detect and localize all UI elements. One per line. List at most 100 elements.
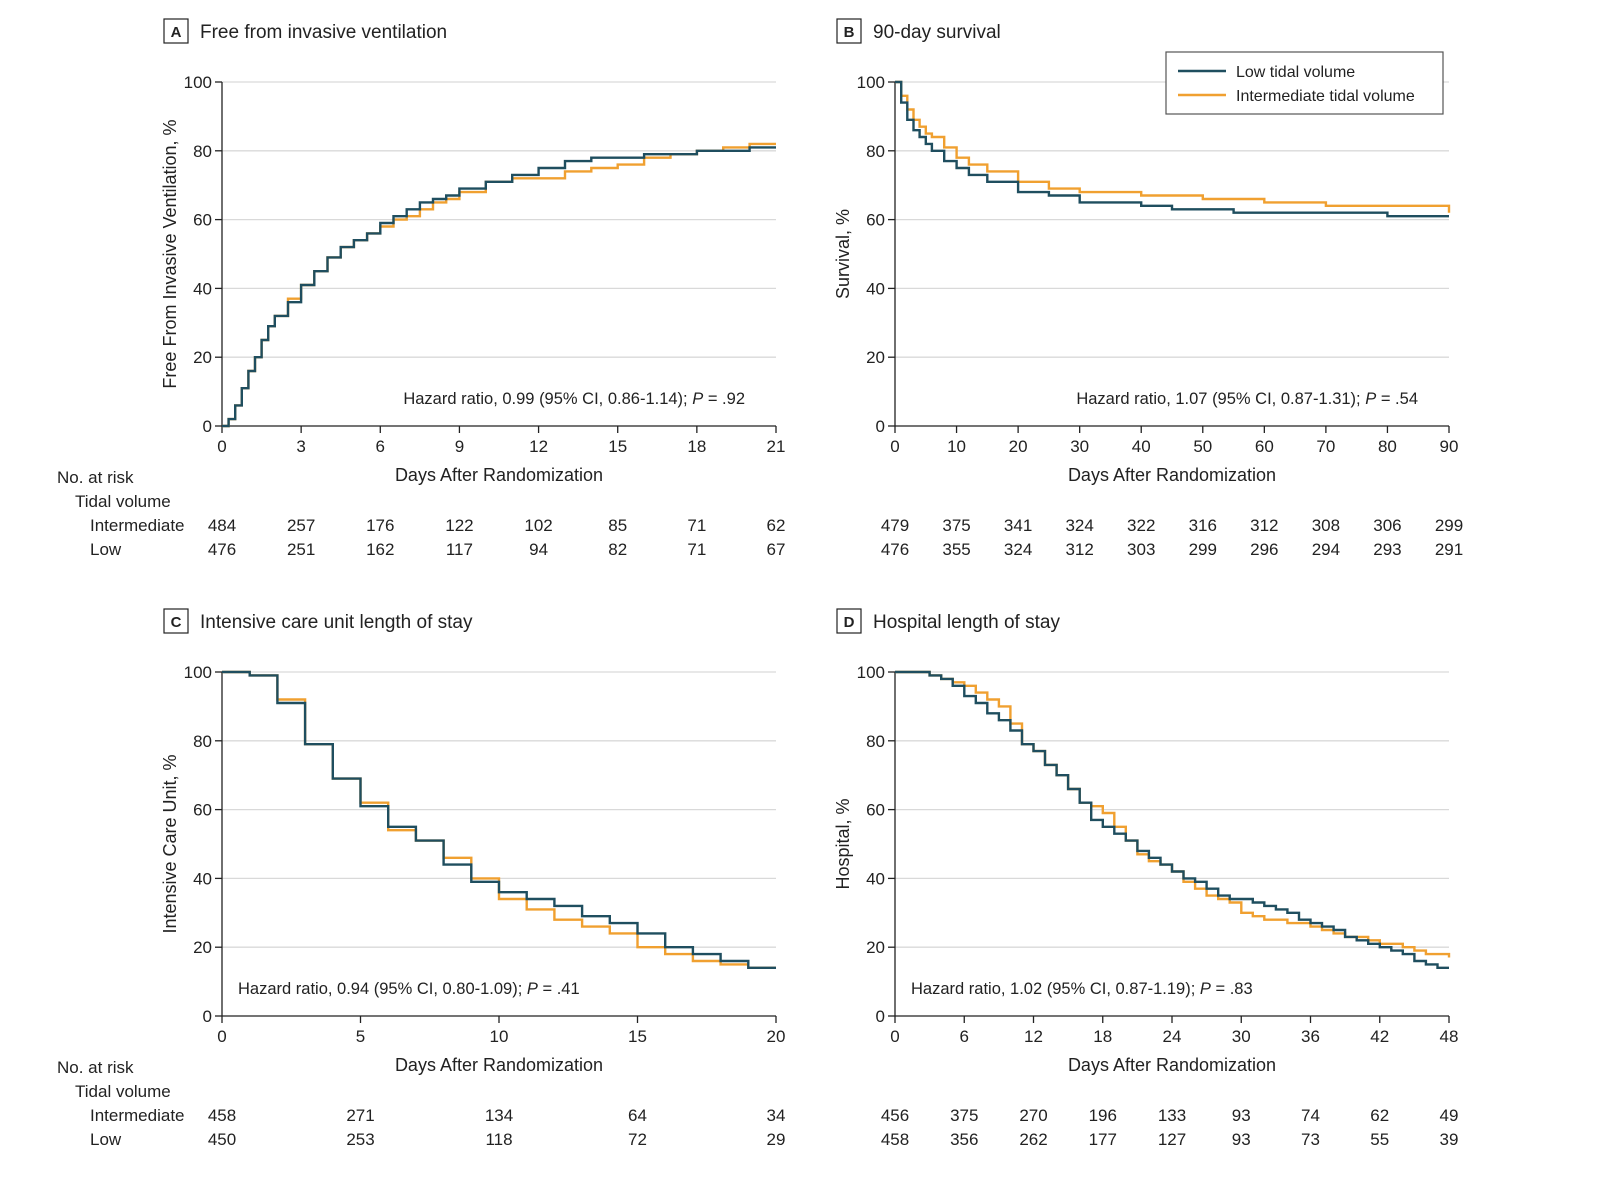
y-tick-label: 100: [184, 73, 212, 92]
risk-intermediate-label: Intermediate: [90, 516, 185, 535]
risk-low-count: 162: [366, 540, 394, 559]
x-axis-label: Days After Randomization: [1068, 465, 1276, 485]
risk-low-label: Low: [90, 540, 122, 559]
risk-intermediate-count: 133: [1158, 1106, 1186, 1125]
x-tick-label: 50: [1193, 437, 1212, 456]
series-intermediate-line: [895, 80, 1451, 213]
x-tick-label: 3: [296, 437, 305, 456]
x-tick-label: 21: [767, 437, 786, 456]
risk-low-count: 299: [1189, 540, 1217, 559]
risk-low-count: 72: [628, 1130, 647, 1149]
risk-low-count: 177: [1089, 1130, 1117, 1149]
x-tick-label: 9: [455, 437, 464, 456]
y-tick-label: 40: [866, 279, 885, 298]
risk-header: No. at risk: [57, 1058, 134, 1077]
risk-intermediate-count: 71: [687, 516, 706, 535]
risk-low-count: 82: [608, 540, 627, 559]
legend-box: [1165, 51, 1444, 115]
x-tick-label: 6: [376, 437, 385, 456]
risk-low-count: 117: [446, 540, 473, 559]
series-intermediate-line: [895, 670, 1451, 958]
risk-low-count: 73: [1301, 1130, 1320, 1149]
x-tick-label: 18: [1093, 1027, 1112, 1046]
risk-header: No. at risk: [57, 468, 134, 487]
risk-low-count: 262: [1019, 1130, 1047, 1149]
y-tick-label: 80: [866, 732, 885, 751]
risk-low-count: 293: [1373, 540, 1401, 559]
y-tick-label: 20: [193, 348, 212, 367]
risk-intermediate-count: 484: [208, 516, 236, 535]
y-tick-label: 0: [203, 1007, 212, 1026]
risk-intermediate-count: 49: [1440, 1106, 1459, 1125]
risk-low-count: 450: [208, 1130, 236, 1149]
risk-intermediate-count: 34: [767, 1106, 786, 1125]
panel-letter-box: [163, 18, 189, 44]
x-tick-label: 12: [529, 437, 548, 456]
risk-low-count: 355: [942, 540, 970, 559]
x-tick-label: 40: [1132, 437, 1151, 456]
panel-letter-box: [163, 608, 189, 634]
risk-intermediate-count: 341: [1004, 516, 1032, 535]
x-tick-label: 18: [687, 437, 706, 456]
y-tick-label: 20: [193, 938, 212, 957]
risk-low-count: 39: [1440, 1130, 1459, 1149]
x-tick-label: 48: [1440, 1027, 1459, 1046]
series-low-line: [222, 670, 776, 969]
risk-intermediate-count: 479: [881, 516, 909, 535]
x-tick-label: 20: [1009, 437, 1028, 456]
x-tick-label: 12: [1024, 1027, 1043, 1046]
risk-intermediate-count: 62: [767, 516, 786, 535]
risk-low-count: 476: [208, 540, 236, 559]
x-tick-label: 0: [890, 1027, 899, 1046]
risk-low-count: 67: [767, 540, 786, 559]
y-tick-label: 60: [193, 801, 212, 820]
risk-intermediate-count: 308: [1312, 516, 1340, 535]
risk-low-count: 127: [1158, 1130, 1186, 1149]
hazard-ratio-text: Hazard ratio, 0.94 (95% CI, 0.80-1.09); …: [238, 980, 580, 998]
panel-c: C Intensive care unit length of stay 0 20 40…: [57, 608, 786, 1149]
y-tick-label: 0: [203, 417, 212, 436]
x-tick-label: 0: [217, 437, 226, 456]
y-axis-label: Intensive Care Unit, %: [160, 754, 180, 933]
y-axis-label: Free From Invasive Ventilation, %: [160, 119, 180, 388]
risk-intermediate-count: 85: [608, 516, 627, 535]
x-tick-label: 5: [356, 1027, 365, 1046]
y-tick-label: 80: [866, 142, 885, 161]
risk-group-label: Tidal volume: [75, 492, 171, 511]
y-axis-label: Survival, %: [833, 209, 853, 299]
risk-intermediate-count: 271: [346, 1106, 374, 1125]
y-tick-label: 80: [193, 142, 212, 161]
series-low-line: [895, 670, 1449, 969]
x-tick-label: 10: [490, 1027, 509, 1046]
risk-intermediate-count: 134: [485, 1106, 513, 1125]
risk-intermediate-count: 299: [1435, 516, 1463, 535]
risk-low-count: 118: [485, 1130, 512, 1149]
y-axis-label: Hospital, %: [833, 798, 853, 889]
risk-intermediate-count: 458: [208, 1106, 236, 1125]
risk-intermediate-count: 93: [1232, 1106, 1251, 1125]
risk-intermediate-count: 456: [881, 1106, 909, 1125]
risk-intermediate-count: 64: [628, 1106, 647, 1125]
x-tick-label: 15: [628, 1027, 647, 1046]
panel-letter: C: [171, 614, 182, 631]
x-tick-label: 0: [890, 437, 899, 456]
risk-intermediate-count: 270: [1019, 1106, 1047, 1125]
y-tick-label: 40: [193, 869, 212, 888]
x-tick-label: 70: [1316, 437, 1335, 456]
risk-low-count: 324: [1004, 540, 1032, 559]
panel-title: 90-day survival: [873, 22, 1001, 43]
x-tick-label: 42: [1370, 1027, 1389, 1046]
risk-intermediate-count: 375: [942, 516, 970, 535]
risk-intermediate-count: 196: [1089, 1106, 1117, 1125]
panel-title: Free from invasive ventilation: [200, 22, 447, 43]
risk-intermediate-count: 312: [1250, 516, 1278, 535]
y-tick-label: 0: [876, 417, 885, 436]
risk-low-count: 458: [881, 1130, 909, 1149]
risk-low-count: 476: [881, 540, 909, 559]
legend: Low tidal volume Intermediate tidal volum…: [1165, 51, 1444, 115]
panel-letter: A: [171, 24, 182, 41]
y-tick-label: 100: [857, 73, 885, 92]
x-tick-label: 30: [1070, 437, 1089, 456]
risk-low-count: 312: [1065, 540, 1093, 559]
